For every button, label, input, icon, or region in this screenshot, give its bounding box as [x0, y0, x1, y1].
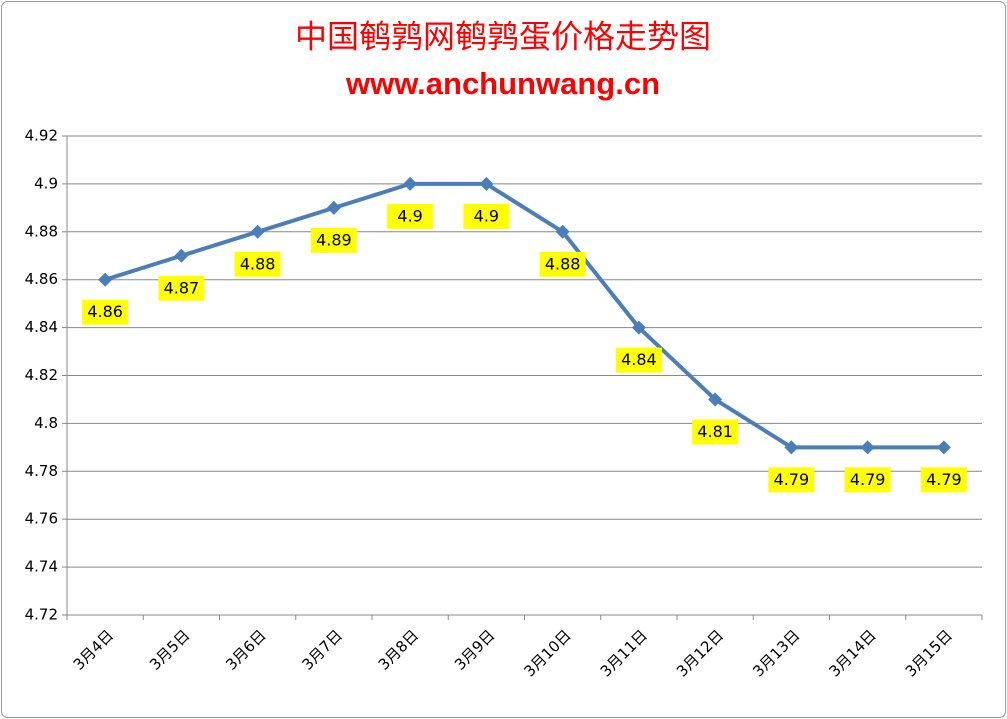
y-tick-label: 4.84: [25, 318, 58, 336]
data-label-box: [463, 203, 510, 229]
y-tick-label: 4.9: [34, 174, 58, 192]
data-point: [631, 320, 646, 335]
data-label-box: [615, 347, 662, 373]
data-label: 4.84: [621, 350, 657, 369]
data-point: [98, 272, 113, 287]
data-label: 4.81: [697, 422, 733, 441]
data-label: 4.88: [240, 254, 276, 273]
data-label: 4.87: [164, 278, 200, 297]
data-point: [555, 224, 570, 239]
data-point: [326, 200, 341, 215]
data-label-box: [234, 251, 281, 277]
data-label-box: [82, 299, 129, 325]
y-tick-label: 4.78: [25, 462, 58, 480]
y-tick-label: 4.74: [25, 558, 58, 576]
data-label: 4.9: [474, 206, 499, 225]
data-label: 4.89: [316, 230, 352, 249]
data-label: 4.79: [774, 470, 810, 489]
data-point: [860, 440, 875, 455]
chart-subtitle: www.anchunwang.cn: [345, 66, 660, 101]
data-point: [708, 392, 723, 407]
data-label-box: [920, 467, 967, 493]
data-point: [479, 176, 494, 191]
data-label: 4.88: [545, 254, 581, 273]
data-point: [936, 440, 951, 455]
y-tick-label: 4.88: [25, 222, 58, 240]
y-tick-label: 4.76: [25, 510, 58, 528]
data-label: 4.86: [87, 302, 123, 321]
data-label-box: [158, 275, 205, 301]
data-label-box: [387, 203, 434, 229]
data-label: 4.9: [397, 206, 422, 225]
data-label-box: [310, 227, 357, 253]
y-tick-label: 4.72: [25, 606, 58, 624]
data-label-box: [692, 419, 739, 445]
data-label-box: [768, 467, 815, 493]
data-point: [174, 248, 189, 263]
data-label: 4.79: [850, 470, 886, 489]
data-point: [250, 224, 265, 239]
y-tick-label: 4.86: [25, 270, 58, 288]
data-label: 4.79: [926, 470, 962, 489]
data-label-box: [844, 467, 891, 493]
data-label-box: [539, 251, 586, 277]
y-tick-label: 4.92: [25, 127, 58, 145]
y-tick-label: 4.82: [25, 366, 58, 384]
data-line: [104, 181, 944, 450]
data-point: [784, 440, 799, 455]
data-point: [403, 176, 418, 191]
y-tick-label: 4.8: [34, 414, 58, 432]
chart-title: 中国鹌鹑网鹌鹑蛋价格走势图: [295, 18, 711, 56]
